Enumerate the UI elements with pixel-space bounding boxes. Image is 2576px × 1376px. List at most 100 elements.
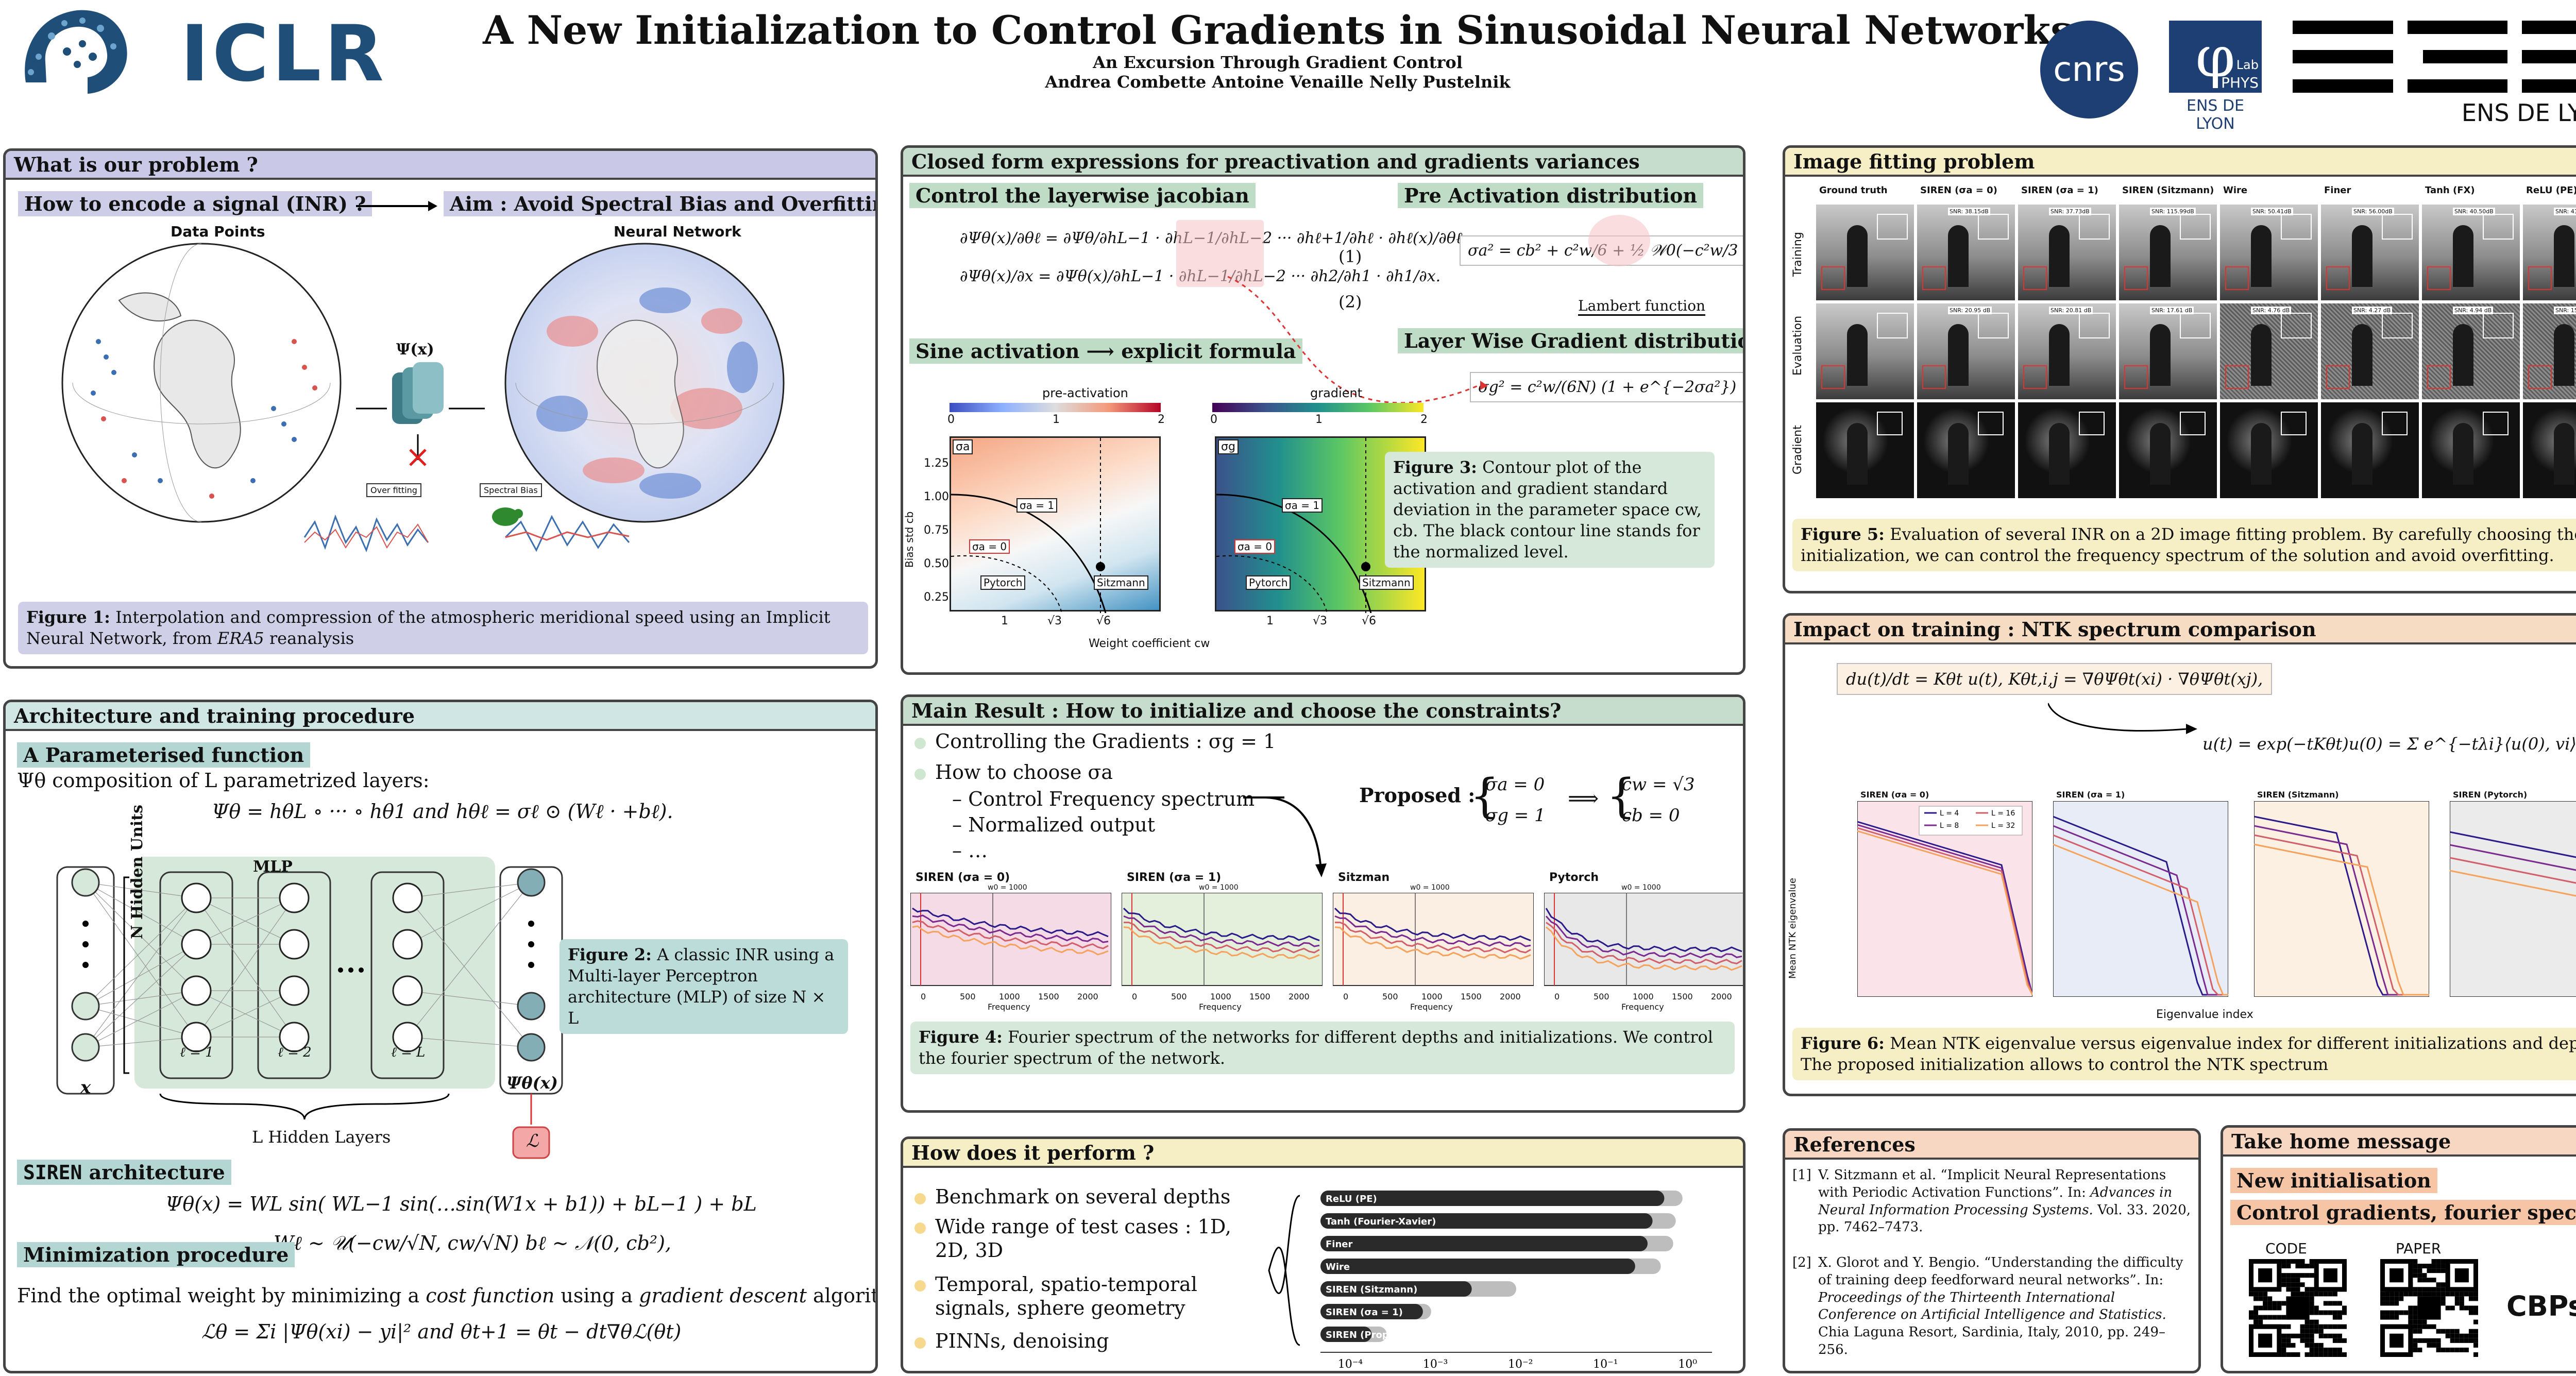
spectrum-plot-title: Pytorch — [1549, 871, 1599, 884]
zoom-box — [2180, 412, 2206, 435]
snr-label: SNR: 4.76 dB — [2251, 307, 2292, 314]
eq2-number: (2) — [1338, 292, 1362, 312]
cameraman-silhouette — [2150, 423, 2171, 485]
ntk-equation-1: du(t)/dt = Kθt u(t), Kθt,i,j = ∇θΨθt(xi)… — [1837, 663, 2273, 695]
image-cell — [1816, 303, 1914, 399]
spectrum-plot-title: SIREN (σa = 1) — [1127, 871, 1222, 884]
colorbar-pre — [950, 403, 1161, 412]
siren-equation: Ψθ(x) = WL sin( WL−1 sin(…sin(W1x + b1))… — [165, 1193, 757, 1215]
image-column-header: Wire — [2223, 185, 2248, 196]
architecture-panel: Architecture and training procedure A Pa… — [3, 700, 878, 1373]
spectrum-line — [1123, 926, 1320, 960]
system-eq-2: σg = 1 — [1485, 805, 1546, 826]
zoom-box — [2281, 313, 2312, 338]
ntk-plot — [2254, 801, 2429, 997]
image-row-label: Gradient — [1791, 425, 1804, 474]
image-cell: SNR: 115.99dB — [2119, 205, 2217, 300]
spectrum-line — [1545, 908, 1742, 953]
spectrum-line — [1334, 926, 1531, 960]
phi-icon: φ — [2169, 21, 2262, 93]
snr-label: SNR: 17.61 dB — [2150, 307, 2194, 314]
y-tick: 1.25 — [924, 457, 949, 470]
ntk-line — [1857, 830, 2032, 995]
snr-label: SNR: 50.41dB — [2251, 208, 2293, 215]
result-eq-2: cb = 0 — [1622, 805, 1680, 826]
take-home-line-2: Control gradients, fourier spectrum — [2230, 1200, 2576, 1225]
cameraman-silhouette — [2150, 225, 2171, 287]
spectrum-plot — [1122, 893, 1323, 986]
bar-label: SIREN (Proposed) — [1326, 1330, 1418, 1340]
spectrum-x-tick: 500 — [960, 992, 976, 1001]
qr-code-icon[interactable] — [2249, 1259, 2347, 1357]
label-sigma-a-0: σa = 0 — [969, 539, 1010, 554]
zoom-box — [2180, 214, 2211, 240]
zoom-box — [2180, 313, 2211, 338]
crop-box — [2023, 365, 2047, 389]
data-points-label: Data Points — [171, 223, 265, 240]
spectrum-line — [1545, 915, 1742, 959]
spectrum-line — [1124, 922, 1320, 954]
param-text: Ψθ composition of L parametrized layers: — [17, 769, 430, 792]
spectrum-plot-note: w0 = 1000 — [1621, 884, 1661, 892]
jacobian-highlight — [1176, 220, 1264, 287]
ntk-line — [2450, 831, 2576, 858]
panel-sigma-a: σa — [953, 439, 973, 454]
cameraman-silhouette — [2352, 225, 2372, 287]
curved-arrow — [1243, 796, 1327, 877]
data-points-globe — [61, 243, 342, 523]
problem-panel: What is our problem ? How to encode a si… — [3, 148, 878, 669]
bar — [1320, 1236, 1648, 1251]
cameraman-silhouette — [1948, 225, 1969, 287]
crop-box — [2225, 365, 2249, 389]
layer-2-label: ℓ = 2 — [278, 1045, 312, 1060]
references-panel: References [1] V. Sitzmann et al. “Implic… — [1783, 1128, 2201, 1373]
spectrum-x-tick: 1000 — [999, 992, 1020, 1001]
colorbar-grad-label: gradient — [1310, 386, 1363, 400]
image-cell: SNR: 41.84dB — [2523, 205, 2576, 300]
snr-label: SNR: 4.94 dB — [2453, 307, 2494, 314]
panel-title: Image fitting problem — [1785, 148, 2576, 177]
spectrum-x-tick: 500 — [1594, 992, 1609, 1001]
spectrum-x-tick: 0 — [1554, 992, 1560, 1001]
qr-paper-icon[interactable] — [2380, 1259, 2478, 1357]
gradient-heading: Layer Wise Gradient distribution — [1398, 328, 1743, 353]
system-eq-1: σa = 0 — [1485, 774, 1545, 795]
perform-bullet: Benchmark on several depths — [914, 1185, 1230, 1208]
x-tick: √6 — [1362, 615, 1377, 627]
x-tick: 10⁻¹ — [1593, 1358, 1618, 1371]
spectrum-line — [1546, 922, 1742, 965]
figure1-caption: Figure 1: Interpolation and compression … — [18, 602, 868, 654]
image-cell: SNR: 50.41dB — [2220, 205, 2318, 300]
take-home-line-1: New initialisation — [2230, 1168, 2437, 1193]
image-cell: SNR: 40.50dB — [2422, 205, 2520, 300]
x-tick: 10⁰ — [1678, 1358, 1697, 1371]
cbar-tick: 1 — [1053, 413, 1060, 426]
aim-highlight: Aim : Avoid Spectral Bias and Overfittin… — [444, 191, 875, 216]
poster-header: ICLR A New Initialization to Control Gra… — [0, 0, 2576, 135]
psi-of-x-label: Ψ(x) — [396, 341, 434, 359]
spectrum-x-tick: 0 — [921, 992, 926, 1001]
cameraman-silhouette — [2453, 423, 2473, 485]
sine-heading: Sine activation ⟶ explicit formula — [909, 338, 1302, 364]
minimization-text: Find the optimal weight by minimizing a … — [17, 1284, 875, 1307]
zoom-box — [2281, 412, 2307, 435]
qr-paper-label: PAPER — [2396, 1240, 2442, 1257]
ntk-plot-title: SIREN (σa = 0) — [1860, 790, 1929, 800]
ntk-plot: L = 4 L = 8 L = 16 L = 32 — [1857, 801, 2032, 997]
main-result-panel: Main Result : How to initialize and choo… — [901, 694, 1745, 1113]
spectrum-line — [1335, 922, 1531, 954]
bar — [1320, 1327, 1372, 1342]
perform-bullet: Temporal, spatio-temporal signals, spher… — [914, 1273, 1255, 1320]
figure3-caption: Figure 3: Contour plot of the activation… — [1385, 452, 1715, 568]
perform-panel: How does it perform ? Benchmark on sever… — [901, 1136, 1745, 1373]
spectrum-x-tick: 1000 — [1633, 992, 1654, 1001]
qr-code-label: CODE — [2265, 1240, 2307, 1257]
bar-label: SIREN (σa = 1) — [1326, 1307, 1403, 1318]
crop-box — [2124, 266, 2148, 290]
ens-logo: ENS DE LYON — [2293, 21, 2576, 129]
image-row-label: Evaluation — [1791, 315, 1804, 376]
figure4-caption: Figure 4: Fourier spectrum of the networ… — [910, 1022, 1735, 1074]
cbar-tick: 0 — [947, 413, 955, 426]
ntk-line — [2450, 844, 2576, 871]
ntk-equation-2: u(t) = exp(−tKθt)u(0) = Σ e^{−tλi}⟨u(0),… — [2202, 734, 2576, 754]
